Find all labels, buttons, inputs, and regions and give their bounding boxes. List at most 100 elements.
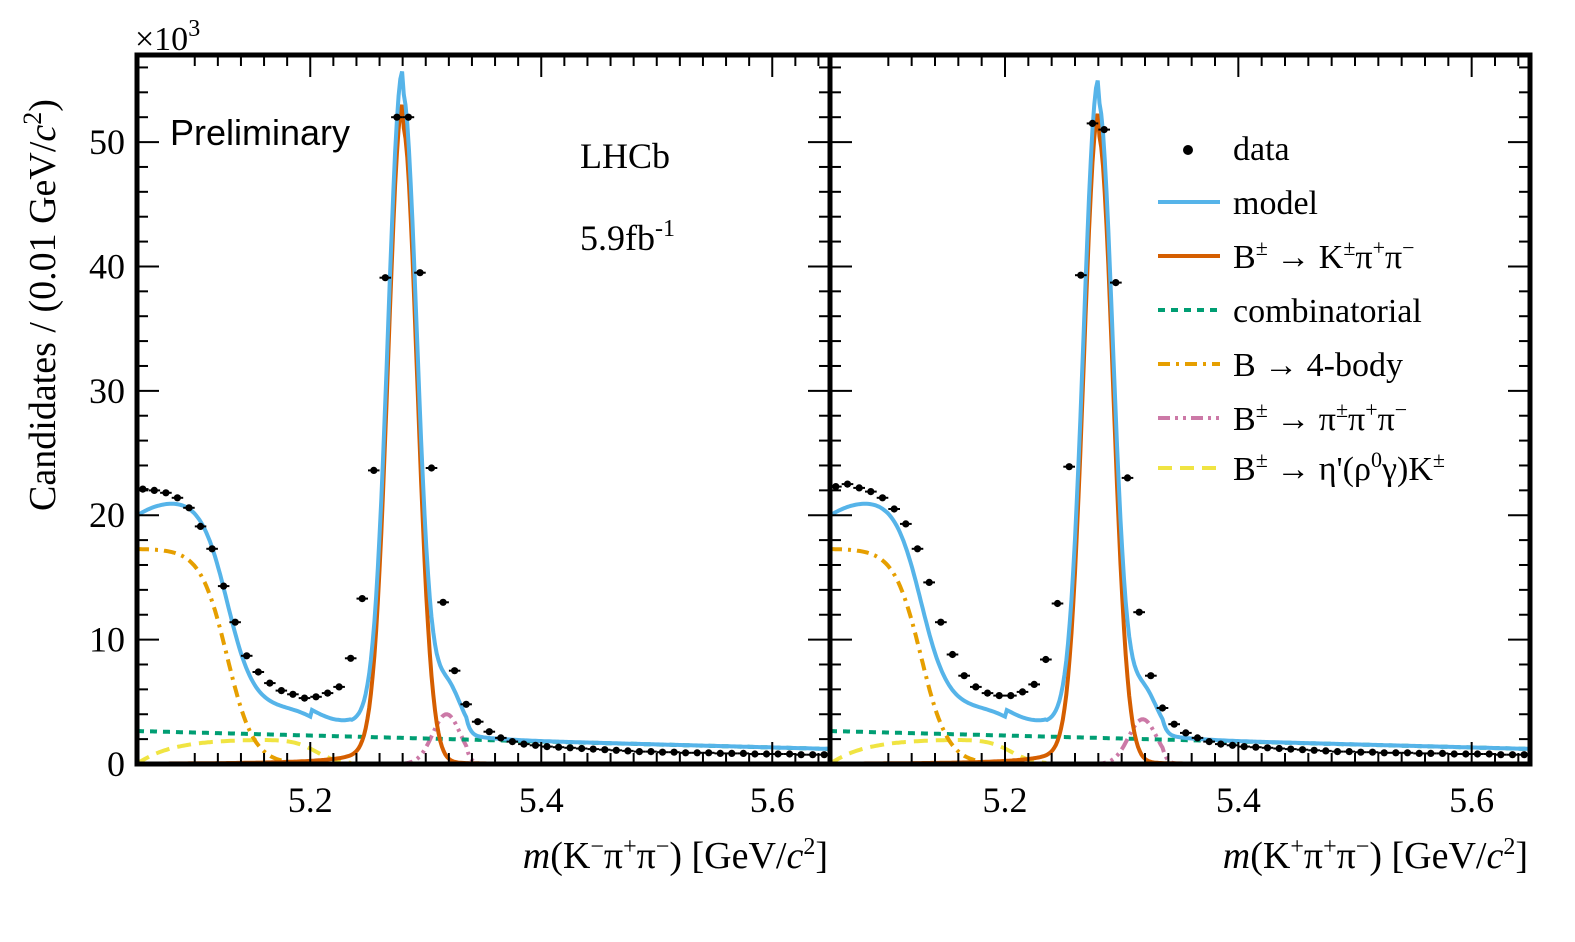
data-point xyxy=(1228,741,1237,749)
data-point xyxy=(832,483,840,491)
data-point xyxy=(1018,688,1027,696)
right-x-axis-label: m(K+π+π−) [GeV/c2] xyxy=(1223,834,1528,877)
data-point xyxy=(427,464,436,472)
left-model-curve xyxy=(137,71,830,751)
data-point xyxy=(508,738,516,746)
data-point xyxy=(1088,119,1097,127)
data-point xyxy=(150,486,158,494)
data-point xyxy=(1240,743,1248,751)
data-point xyxy=(531,741,540,749)
data-point xyxy=(1275,744,1283,753)
y-tick-label: 30 xyxy=(89,371,125,411)
data-point xyxy=(995,692,1003,700)
data-point xyxy=(855,484,863,492)
data-point xyxy=(185,504,193,512)
data-point xyxy=(416,269,424,277)
data-point xyxy=(913,545,922,553)
data-point xyxy=(1263,744,1272,752)
data-point xyxy=(647,748,655,756)
legend-etap-label: B± → η'(ρ0γ)K± xyxy=(1233,447,1445,488)
data-point xyxy=(589,745,597,753)
data-point xyxy=(843,480,852,488)
data-point xyxy=(555,743,563,751)
data-point xyxy=(543,743,551,751)
x-tick-label: 5.6 xyxy=(750,780,795,820)
data-point xyxy=(497,734,505,742)
y-tick-label: 40 xyxy=(89,246,125,286)
legend: data model B± → K±π+π− combinatorial B →… xyxy=(1158,131,1445,488)
legend-model-label: model xyxy=(1233,185,1318,222)
data-point xyxy=(300,694,309,702)
data-point xyxy=(1217,740,1225,748)
data-point xyxy=(1065,463,1073,471)
data-point xyxy=(1252,743,1260,751)
data-point xyxy=(972,683,980,691)
data-point xyxy=(670,748,678,756)
data-point xyxy=(1357,748,1365,756)
data-point xyxy=(1007,692,1015,700)
tick-labels: 5.2 5.4 5.6 0 10 20 30 40 50 5.2 5.4 5.6 xyxy=(89,122,1494,820)
data-point xyxy=(1392,749,1400,757)
data-point xyxy=(1368,748,1377,756)
data-point xyxy=(1473,750,1482,758)
data-point xyxy=(1380,749,1388,757)
data-point xyxy=(277,687,285,695)
legend-signal-label: B± → K±π+π− xyxy=(1233,235,1415,276)
data-point xyxy=(139,485,147,493)
data-point xyxy=(1193,734,1202,742)
preliminary-label: Preliminary xyxy=(170,112,350,153)
data-point xyxy=(624,747,632,755)
data-point xyxy=(220,582,228,590)
data-point xyxy=(751,750,759,758)
data-point xyxy=(612,746,620,754)
data-point xyxy=(601,746,609,754)
right-model-curve xyxy=(830,80,1530,751)
right-plot-frame xyxy=(827,52,1533,767)
left-data-points xyxy=(137,113,830,759)
data-point xyxy=(716,749,724,758)
right-signal-curve xyxy=(830,113,1530,764)
data-point xyxy=(266,679,274,687)
data-point xyxy=(635,748,644,756)
data-point xyxy=(1170,720,1178,728)
y-tick-label: 50 xyxy=(89,122,125,162)
right-fourbody-curve xyxy=(830,547,1530,764)
data-point xyxy=(1287,745,1295,753)
data-point xyxy=(1077,271,1085,279)
data-point xyxy=(1345,748,1353,756)
data-point xyxy=(902,520,910,528)
data-point xyxy=(1508,751,1517,759)
data-point xyxy=(1182,729,1190,737)
data-point xyxy=(254,668,262,676)
data-point xyxy=(1205,738,1213,746)
luminosity-label: 5.9fb-1 xyxy=(580,216,675,258)
data-point xyxy=(937,618,945,626)
data-point xyxy=(1462,750,1470,758)
legend-data-label: data xyxy=(1233,131,1290,168)
data-point xyxy=(381,274,389,282)
y-tick-label: 0 xyxy=(107,744,125,784)
data-point xyxy=(1497,751,1505,759)
experiment-label: LHCb xyxy=(580,136,670,176)
data-point xyxy=(1485,750,1493,758)
data-point xyxy=(451,667,459,675)
data-point xyxy=(439,598,447,606)
x-tick-label: 5.4 xyxy=(519,780,564,820)
x-tick-label: 5.2 xyxy=(983,780,1028,820)
data-point xyxy=(1100,126,1108,134)
data-point xyxy=(243,652,251,660)
data-point xyxy=(786,750,794,758)
data-point xyxy=(983,689,992,697)
data-point xyxy=(1030,680,1038,689)
data-point xyxy=(1520,751,1528,759)
data-point xyxy=(1298,746,1307,754)
data-point xyxy=(462,700,470,708)
data-point xyxy=(393,113,401,121)
data-point xyxy=(231,618,239,626)
data-point xyxy=(370,466,378,474)
legend-pipipi-label: B± → π±π+π− xyxy=(1233,397,1407,438)
y-tick-label: 20 xyxy=(89,495,125,535)
x-tick-label: 5.2 xyxy=(288,780,333,820)
data-point xyxy=(404,113,412,121)
